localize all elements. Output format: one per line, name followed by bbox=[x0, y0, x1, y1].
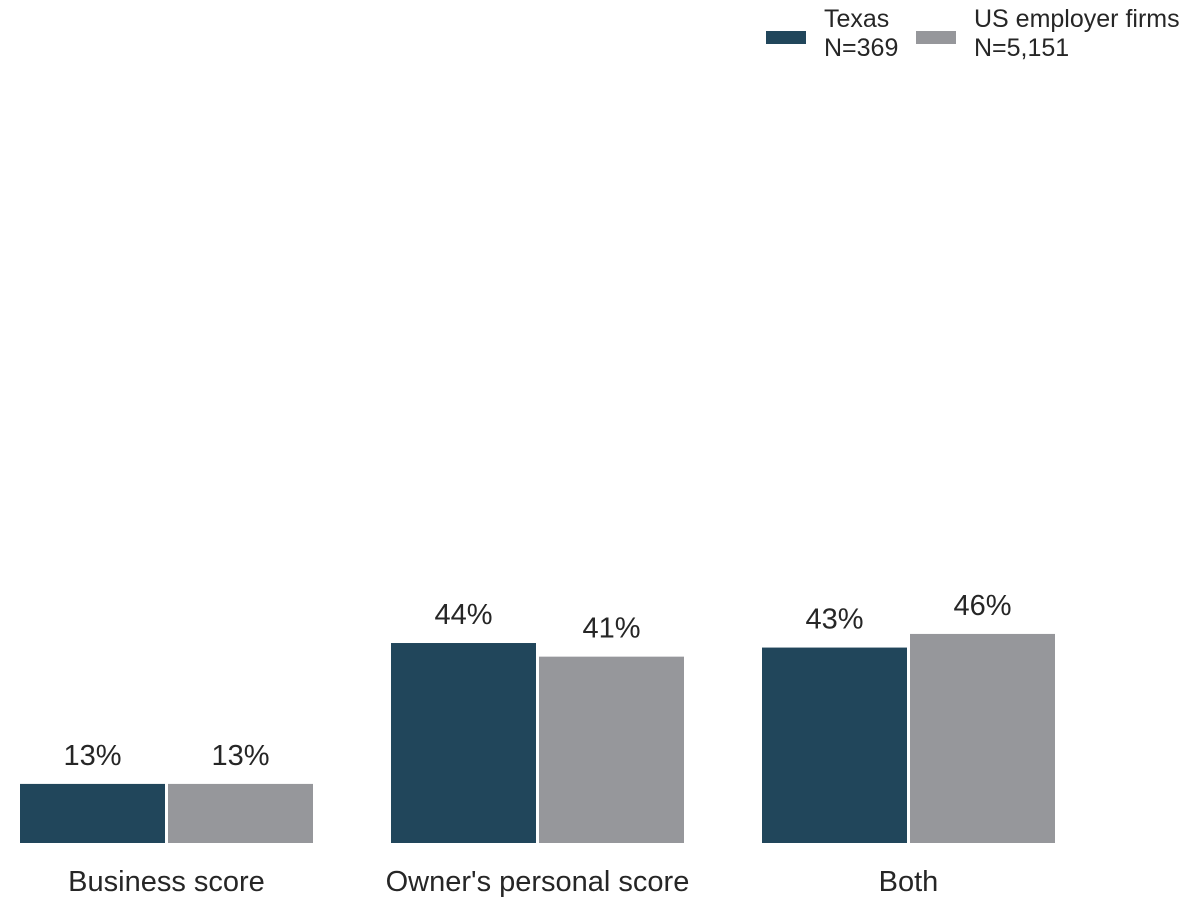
bar-us-employer-firms-both bbox=[910, 633, 1055, 843]
category-label-owner-s-personal-score: Owner's personal score bbox=[386, 866, 690, 898]
bars bbox=[20, 633, 1055, 843]
legend: Texas N=369 US employer firms N=5,151 bbox=[766, 5, 1180, 62]
value-label-texas-business-score: 13% bbox=[63, 740, 121, 772]
bar-us-employer-firms-business-score bbox=[168, 783, 313, 843]
legend-item-texas: Texas N=369 bbox=[766, 5, 898, 62]
value-label-us-employer-firms-owner-s-personal-score: 41% bbox=[582, 613, 640, 645]
category-labels: Business score Owner's personal score Both bbox=[68, 866, 938, 898]
value-label-texas-owner-s-personal-score: 44% bbox=[434, 599, 492, 631]
category-label-both: Both bbox=[879, 866, 939, 898]
legend-sample-us-employer-firms: N=5,151 bbox=[974, 34, 1069, 62]
legend-swatch-texas bbox=[766, 31, 806, 44]
bar-texas-business-score bbox=[20, 783, 165, 843]
legend-item-us-employer-firms: US employer firms N=5,151 bbox=[916, 5, 1180, 62]
value-label-texas-both: 43% bbox=[805, 604, 863, 636]
bar-us-employer-firms-owner-s-personal-score bbox=[539, 656, 684, 843]
legend-swatch-us-employer-firms bbox=[916, 31, 956, 44]
category-label-business-score: Business score bbox=[68, 866, 265, 898]
value-label-us-employer-firms-business-score: 13% bbox=[211, 740, 269, 772]
legend-label-us-employer-firms: US employer firms bbox=[974, 5, 1180, 33]
bar-texas-owner-s-personal-score bbox=[391, 643, 536, 843]
value-label-us-employer-firms-both: 46% bbox=[953, 590, 1011, 622]
value-labels: 13% 13% 44% 41% 43% 46% bbox=[63, 590, 1011, 772]
legend-sample-texas: N=369 bbox=[824, 34, 898, 62]
legend-label-texas: Texas bbox=[824, 5, 889, 33]
bar-texas-both bbox=[762, 647, 907, 843]
